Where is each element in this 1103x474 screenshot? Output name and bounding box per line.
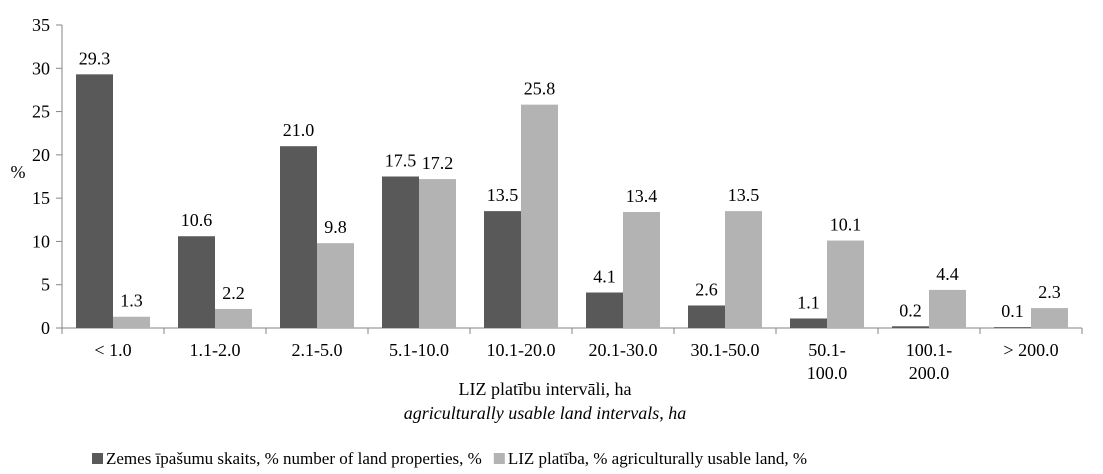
y-tick-label: 20 [32, 145, 50, 165]
data-label: 17.2 [422, 153, 454, 173]
y-tick-label: 15 [32, 188, 50, 208]
bar-series-1 [994, 327, 1031, 328]
data-label: 2.3 [1038, 282, 1061, 302]
y-tick-label: 0 [41, 318, 50, 338]
y-tick-label: 30 [32, 58, 50, 78]
bar-series-1 [892, 326, 929, 328]
bar-series-2 [929, 289, 966, 328]
data-label: 21.0 [283, 120, 315, 140]
bar-series-2 [419, 179, 456, 328]
data-label: 25.8 [524, 79, 556, 99]
x-tick-label-line: 5.1-10.0 [389, 340, 449, 360]
bar-series-2 [623, 211, 660, 328]
x-tick-label-line: 10.1-20.0 [487, 340, 556, 360]
y-tick-label: 25 [32, 102, 50, 122]
y-tick-label: 10 [32, 231, 50, 251]
legend-label-series-1: Zemes īpašumu skaits, % number of land p… [106, 449, 482, 468]
x-tick-label: 2.1-5.0 [292, 340, 343, 360]
x-tick-label-line: < 1.0 [94, 340, 131, 360]
bar-series-1 [280, 146, 317, 328]
bar-series-1 [76, 74, 113, 329]
bar-series-1 [382, 176, 419, 328]
data-label: 2.6 [695, 279, 718, 299]
data-label: 1.1 [797, 292, 820, 312]
x-axis-label: LIZ platību intervāli, ha [459, 379, 632, 399]
x-tick-label: 50.1- 100.0 [807, 340, 848, 383]
data-label: 1.3 [120, 291, 143, 311]
y-axis: 0 5 10 15 20 25 30 35 [32, 15, 63, 338]
data-label: 10.1 [830, 215, 862, 235]
x-tick-label-line: > 200.0 [1003, 340, 1058, 360]
x-tick-label-line: 20.1-30.0 [589, 340, 658, 360]
x-tick-label: 10.1-20.0 [487, 340, 556, 360]
x-tick-label-line: 100.0 [807, 363, 848, 383]
bar-series-2 [521, 104, 558, 328]
data-label: 4.4 [936, 264, 959, 284]
data-labels: 29.3 1.3 10.6 2.2 21.0 9.8 17.5 17.2 13.5 25.8 4.1… [79, 48, 1061, 321]
x-tick-label-line: 2.1-5.0 [292, 340, 343, 360]
x-tick-label-line: 200.0 [909, 363, 950, 383]
x-tick-label-line: 50.1- [808, 340, 846, 360]
bar-series-1 [790, 318, 827, 328]
data-label: 29.3 [79, 48, 111, 68]
data-label: 4.1 [593, 267, 616, 287]
data-label: 13.4 [626, 186, 658, 206]
x-tick-label: 100.1- 200.0 [906, 340, 953, 383]
x-tick-label-line: 1.1-2.0 [190, 340, 241, 360]
x-tick-label: > 200.0 [1003, 340, 1058, 360]
bar-series-2 [1031, 308, 1068, 328]
bar-series-2 [725, 211, 762, 328]
data-label: 13.5 [487, 185, 519, 205]
x-tick-label: 1.1-2.0 [190, 340, 241, 360]
bars [76, 74, 1068, 329]
x-tick-label-line: 100.1- [906, 340, 953, 360]
x-axis-label-english: agriculturally usable land intervals, ha [404, 403, 686, 423]
bar-series-2 [113, 316, 150, 328]
bar-series-2 [827, 240, 864, 328]
x-tick-label-line: 30.1-50.0 [691, 340, 760, 360]
x-axis: < 1.0 1.1-2.0 2.1-5.0 5.1-10.0 10.1-20.0 20.1… [61, 327, 1083, 383]
bar-series-1 [484, 211, 521, 328]
data-label: 17.5 [385, 151, 417, 171]
bar-series-2 [215, 308, 252, 328]
y-tick-label: 35 [32, 15, 50, 35]
x-tick-label: 5.1-10.0 [389, 340, 449, 360]
data-label: 0.2 [899, 300, 922, 320]
legend: Zemes īpašumu skaits, % number of land p… [92, 449, 807, 468]
x-tick-label: 30.1-50.0 [691, 340, 760, 360]
data-label: 10.6 [181, 210, 213, 230]
data-label: 0.1 [1001, 301, 1024, 321]
bar-series-1 [178, 236, 215, 328]
bar-series-1 [688, 305, 725, 328]
bar-series-1 [586, 292, 623, 328]
y-axis-label: % [11, 162, 26, 182]
data-label: 2.2 [222, 283, 245, 303]
legend-label-series-2: LIZ platība, % agriculturally usable lan… [508, 449, 807, 468]
y-tick-label: 5 [41, 275, 50, 295]
x-tick-label: < 1.0 [94, 340, 131, 360]
legend-swatch-series-1 [92, 453, 103, 464]
bar-series-2 [317, 243, 354, 328]
legend-swatch-series-2 [493, 453, 505, 464]
data-label: 9.8 [324, 217, 347, 237]
x-tick-label: 20.1-30.0 [589, 340, 658, 360]
data-label: 13.5 [728, 185, 760, 205]
